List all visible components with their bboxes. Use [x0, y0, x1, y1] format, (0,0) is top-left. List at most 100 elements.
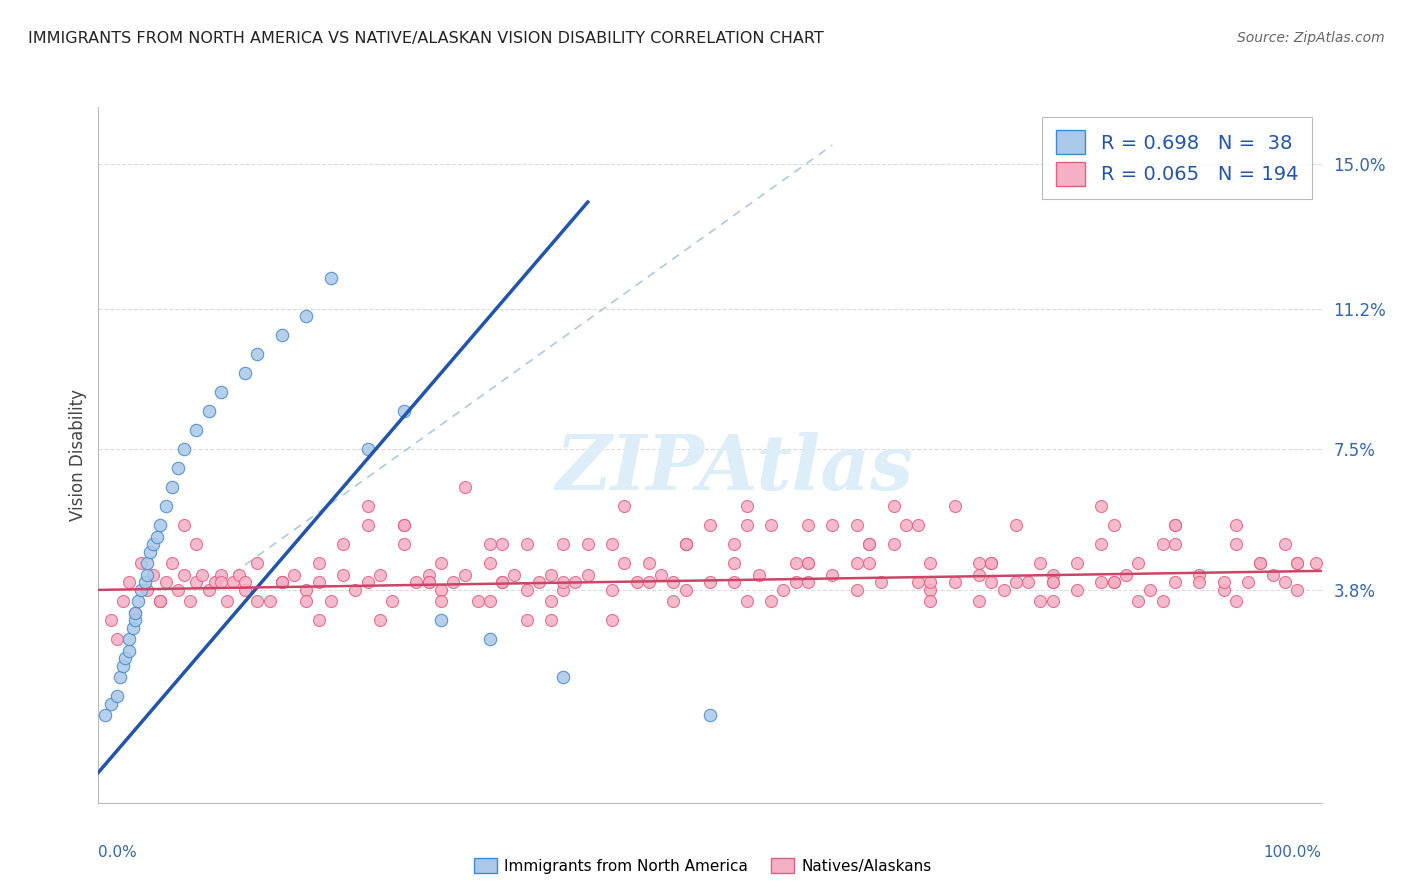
Point: [1139, 582, 1161, 597]
Point: [1102, 575, 1125, 590]
Point: [1225, 537, 1247, 551]
Point: [920, 582, 942, 597]
Point: [699, 708, 721, 723]
Point: [1188, 567, 1211, 582]
Point: [124, 613, 146, 627]
Point: [845, 556, 868, 570]
Point: [920, 575, 942, 590]
Point: [93, 708, 115, 723]
Point: [418, 575, 440, 590]
Point: [491, 537, 513, 551]
Point: [515, 613, 537, 627]
Point: [907, 575, 929, 590]
Point: [613, 500, 636, 514]
Point: [735, 594, 758, 608]
Point: [149, 594, 172, 608]
Point: [943, 575, 966, 590]
Point: [675, 582, 697, 597]
Point: [553, 582, 575, 597]
Point: [1164, 575, 1187, 590]
Point: [967, 594, 990, 608]
Point: [723, 575, 745, 590]
Point: [356, 518, 378, 533]
Point: [136, 556, 159, 570]
Point: [967, 556, 990, 570]
Point: [478, 632, 501, 647]
Point: [1115, 567, 1137, 582]
Point: [430, 594, 453, 608]
Point: [319, 594, 342, 608]
Y-axis label: Vision Disability: Vision Disability: [69, 389, 87, 521]
Point: [1066, 582, 1088, 597]
Point: [1042, 594, 1064, 608]
Point: [308, 575, 330, 590]
Point: [118, 575, 141, 590]
Point: [576, 537, 599, 551]
Point: [467, 594, 489, 608]
Point: [821, 567, 844, 582]
Point: [186, 537, 208, 551]
Point: [515, 582, 537, 597]
Point: [858, 537, 880, 551]
Point: [100, 697, 122, 711]
Point: [173, 567, 195, 582]
Point: [650, 567, 672, 582]
Point: [209, 575, 232, 590]
Point: [675, 537, 697, 551]
Point: [295, 582, 318, 597]
Point: [1017, 575, 1039, 590]
Point: [1128, 556, 1150, 570]
Point: [797, 556, 820, 570]
Point: [233, 366, 256, 380]
Point: [1042, 575, 1064, 590]
Point: [1237, 575, 1260, 590]
Point: [139, 545, 162, 559]
Point: [270, 575, 294, 590]
Point: [735, 518, 758, 533]
Point: [967, 567, 990, 582]
Point: [105, 690, 128, 704]
Point: [215, 594, 238, 608]
Point: [1164, 518, 1187, 533]
Point: [332, 567, 354, 582]
Point: [430, 556, 453, 570]
Legend: Immigrants from North America, Natives/Alaskans: Immigrants from North America, Natives/A…: [468, 852, 938, 880]
Point: [167, 461, 190, 475]
Point: [1286, 556, 1309, 570]
Point: [118, 632, 141, 647]
Point: [920, 556, 942, 570]
Point: [1274, 537, 1296, 551]
Point: [478, 594, 501, 608]
Point: [1090, 537, 1112, 551]
Point: [894, 518, 917, 533]
Point: [1261, 567, 1284, 582]
Point: [308, 556, 330, 570]
Point: [209, 385, 232, 400]
Point: [259, 594, 281, 608]
Point: [943, 500, 966, 514]
Point: [149, 594, 172, 608]
Point: [418, 575, 440, 590]
Point: [160, 556, 183, 570]
Text: ZIPAtlas: ZIPAtlas: [555, 432, 914, 506]
Point: [1004, 575, 1026, 590]
Point: [699, 518, 721, 533]
Point: [491, 575, 513, 590]
Point: [845, 518, 868, 533]
Point: [155, 500, 177, 514]
Point: [1305, 556, 1327, 570]
Point: [149, 518, 172, 533]
Point: [1090, 575, 1112, 590]
Point: [1042, 575, 1064, 590]
Point: [1152, 594, 1174, 608]
Point: [186, 575, 208, 590]
Point: [149, 594, 172, 608]
Point: [540, 567, 562, 582]
Point: [662, 594, 685, 608]
Point: [540, 594, 562, 608]
Point: [797, 556, 820, 570]
Point: [503, 567, 526, 582]
Point: [553, 537, 575, 551]
Point: [246, 556, 269, 570]
Point: [129, 556, 152, 570]
